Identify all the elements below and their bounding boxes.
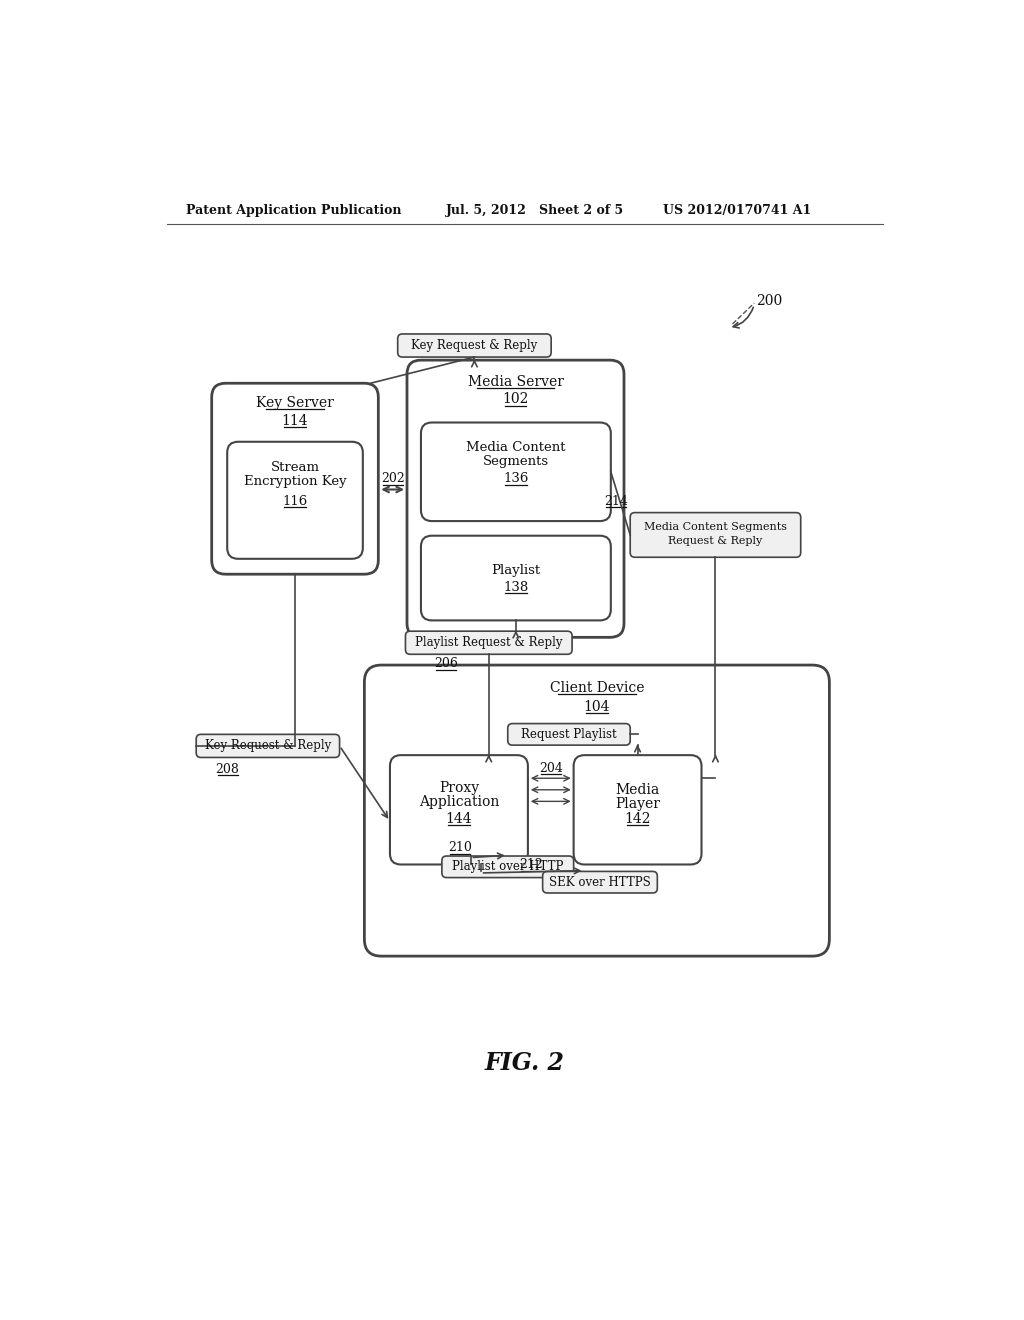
Text: Playlist over HTTP: Playlist over HTTP (452, 861, 563, 874)
Text: Key Request & Reply: Key Request & Reply (412, 339, 538, 352)
Text: 208: 208 (216, 763, 240, 776)
Text: 206: 206 (434, 657, 458, 671)
Text: Stream: Stream (270, 462, 319, 474)
Text: 102: 102 (503, 392, 528, 407)
Text: 136: 136 (503, 473, 528, 486)
Text: Key Server: Key Server (256, 396, 334, 411)
Text: 116: 116 (283, 495, 307, 508)
FancyBboxPatch shape (630, 512, 801, 557)
FancyBboxPatch shape (421, 422, 611, 521)
Text: US 2012/0170741 A1: US 2012/0170741 A1 (663, 205, 811, 218)
Text: 210: 210 (447, 841, 472, 854)
FancyBboxPatch shape (573, 755, 701, 865)
Text: Segments: Segments (483, 454, 549, 467)
Text: Client Device: Client Device (550, 681, 644, 696)
Text: Request & Reply: Request & Reply (669, 536, 763, 546)
FancyBboxPatch shape (442, 857, 573, 878)
FancyBboxPatch shape (197, 734, 340, 758)
Text: 142: 142 (625, 812, 651, 826)
Text: Patent Application Publication: Patent Application Publication (186, 205, 401, 218)
FancyBboxPatch shape (508, 723, 630, 744)
Text: Proxy: Proxy (439, 781, 479, 795)
Text: SEK over HTTPS: SEK over HTTPS (549, 875, 651, 888)
Text: 214: 214 (604, 495, 628, 508)
Text: Player: Player (615, 797, 660, 810)
FancyBboxPatch shape (406, 631, 572, 655)
Text: FIG. 2: FIG. 2 (484, 1051, 565, 1076)
FancyBboxPatch shape (390, 755, 528, 865)
Text: 114: 114 (282, 414, 308, 428)
FancyBboxPatch shape (543, 871, 657, 892)
Text: Key Request & Reply: Key Request & Reply (205, 739, 331, 752)
Text: 144: 144 (445, 812, 472, 826)
Text: 104: 104 (584, 700, 610, 714)
Text: Request Playlist: Request Playlist (521, 727, 616, 741)
Text: 200: 200 (756, 294, 782, 308)
Text: Media Content: Media Content (466, 441, 565, 454)
Text: Media Content Segments: Media Content Segments (644, 523, 787, 532)
Text: Media: Media (615, 783, 659, 797)
Text: Jul. 5, 2012   Sheet 2 of 5: Jul. 5, 2012 Sheet 2 of 5 (445, 205, 624, 218)
FancyBboxPatch shape (421, 536, 611, 620)
Text: 138: 138 (503, 581, 528, 594)
FancyBboxPatch shape (227, 442, 362, 558)
Text: Media Server: Media Server (468, 375, 563, 388)
Text: 202: 202 (381, 473, 404, 486)
Text: 204: 204 (539, 762, 563, 775)
FancyBboxPatch shape (397, 334, 551, 358)
Text: Application: Application (419, 795, 499, 809)
Text: Playlist: Playlist (492, 564, 541, 577)
Text: Encryption Key: Encryption Key (244, 475, 346, 488)
FancyBboxPatch shape (212, 383, 378, 574)
Text: 212: 212 (519, 858, 543, 871)
FancyBboxPatch shape (407, 360, 624, 638)
FancyBboxPatch shape (365, 665, 829, 956)
Text: Playlist Request & Reply: Playlist Request & Reply (415, 636, 562, 649)
